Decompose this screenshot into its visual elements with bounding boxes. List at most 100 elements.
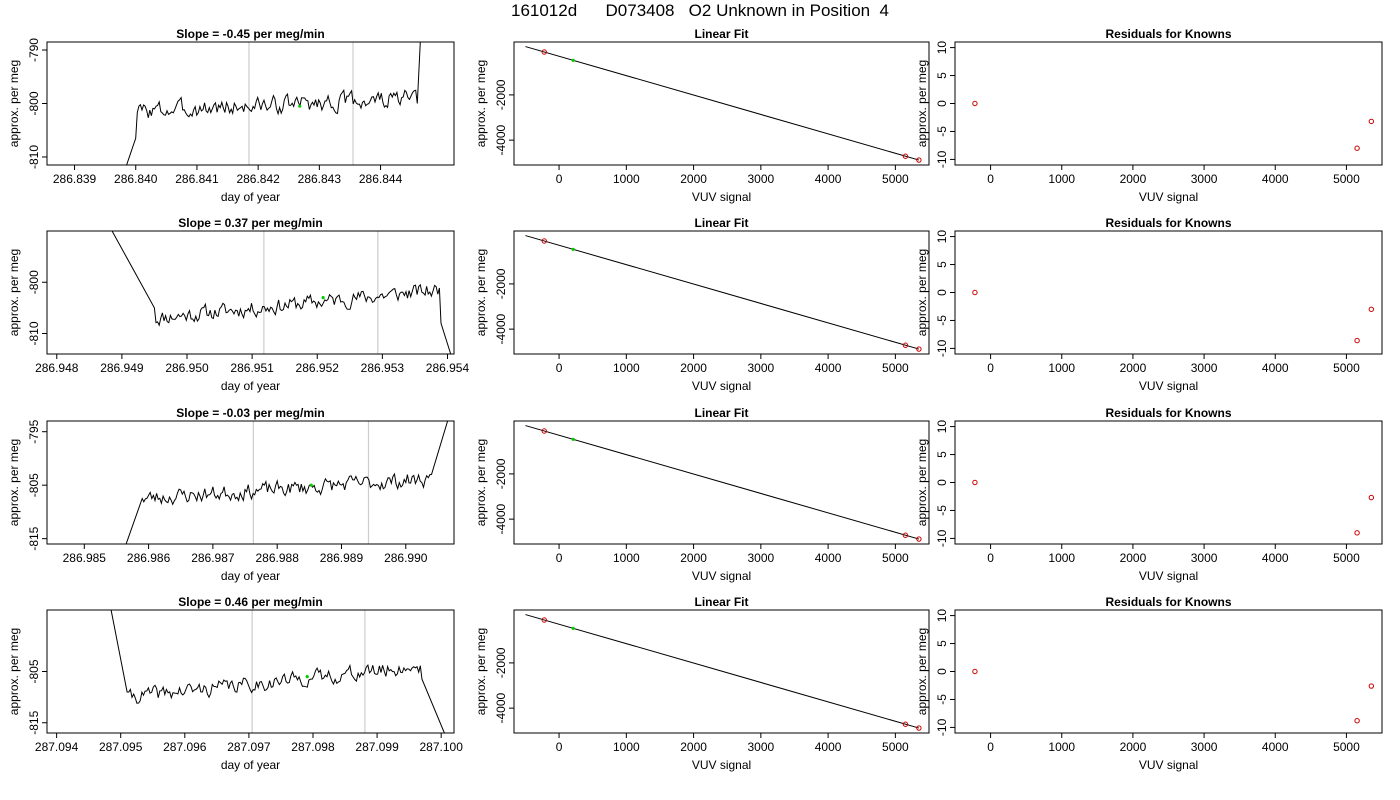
x-tick-label: 0 [987,172,994,186]
known-point [916,536,922,542]
y-tick-label: 5 [935,451,949,458]
y-tick-label: 5 [935,72,949,79]
panel-2-0: Slope = -0.03 per meg/min 286.985 286.986 2… [7,406,455,583]
x-tick-label: 286.954 [426,361,470,375]
x-axis-label: day of year [221,758,280,772]
y-tick-label: 10 [935,41,949,55]
x-axis-label: VUV signal [692,569,751,583]
panel-2-2: Residuals for Knowns 0 1000 2000 3000 4000 500… [915,406,1383,583]
known-point [902,532,909,538]
x-tick-label: 3000 [1191,740,1218,754]
y-tick-label: -815 [27,710,41,734]
x-tick-label: 2000 [1120,361,1147,375]
x-tick-label: 287.100 [419,740,463,754]
plot-frame [513,420,930,545]
x-tick-label: 5000 [1333,172,1360,186]
panel-title: Slope = -0.03 per meg/min [176,406,324,420]
y-axis-label: approx. per meg [7,628,21,715]
known-point [972,668,978,675]
unknown-point [321,296,325,300]
known-point [541,238,547,244]
x-tick-label: 4000 [1262,361,1289,375]
x-tick-label: 1000 [613,172,640,186]
y-axis-label: approx. per meg [474,249,488,336]
panel-title: Linear Fit [694,595,748,609]
y-axis-label: approx. per meg [915,60,929,147]
y-axis-label: approx. per meg [474,439,488,526]
unknown-point [571,58,575,62]
y-tick-label: 10 [935,609,949,623]
x-tick-label: 1000 [1048,172,1075,186]
unknown-point [571,437,575,441]
y-tick-label: -4000 [494,692,508,723]
plot-frame [513,230,930,355]
known-point [1354,530,1360,536]
panel-title: Slope = 0.46 per meg/min [178,595,322,609]
plot-frame [954,41,1383,166]
y-tick-label: -800 [27,270,41,294]
x-tick-label: 2000 [1120,551,1147,565]
y-tick-label: 0 [935,100,949,107]
x-tick-label: 0 [987,551,994,565]
x-tick-label: 2000 [680,740,707,754]
y-tick-label: -5 [935,694,949,705]
panel-1-0: Slope = 0.37 per meg/min 286.948 286.949 28… [7,216,469,393]
y-tick-label: -795 [27,419,41,443]
x-tick-label: 286.843 [298,172,342,186]
y-tick-label: -5 [935,505,949,516]
plot-frame [46,41,455,166]
x-tick-label: 287.098 [291,740,335,754]
y-axis-label: approx. per meg [474,628,488,715]
x-tick-label: 286.987 [191,551,235,565]
panel-title: Residuals for Knowns [1105,595,1231,609]
plot-frame [954,230,1383,355]
x-tick-label: 5000 [1333,551,1360,565]
y-tick-label: 5 [935,640,949,647]
plot-area [525,425,922,542]
known-point [1354,718,1360,724]
y-tick-label: -4000 [494,124,508,155]
x-tick-label: 287.097 [227,740,271,754]
x-tick-label: 286.950 [165,361,209,375]
known-point [902,342,909,348]
panel-1-1: Linear Fit 0 1000 2000 3000 4000 5000 -4000 -200… [474,216,930,393]
plot-area [125,421,449,544]
y-tick-label: -10 [935,529,949,547]
x-tick-label: 286.988 [255,551,299,565]
x-tick-label: 286.953 [361,361,405,375]
y-tick-label: -5 [935,126,949,137]
panel-title: Residuals for Knowns [1105,406,1231,420]
x-tick-label: 286.985 [63,551,107,565]
y-tick-label: -10 [935,150,949,168]
known-point [916,725,922,731]
y-tick-label: -10 [935,718,949,736]
y-tick-label: -2000 [494,268,508,299]
y-tick-label: -2000 [494,458,508,489]
x-tick-label: 4000 [815,361,842,375]
x-tick-label: 4000 [815,172,842,186]
x-tick-label: 0 [556,740,563,754]
panel-3-0: Slope = 0.46 per meg/min 287.094 287.095 28… [7,595,463,772]
known-point [1368,683,1375,689]
x-axis-label: VUV signal [692,758,751,772]
x-tick-label: 5000 [1333,740,1360,754]
plot-area [972,479,1375,536]
plot-frame [513,609,930,734]
plot-area [972,289,1375,344]
x-tick-label: 286.952 [296,361,340,375]
x-axis-label: VUV signal [1139,379,1198,393]
known-point [972,479,978,486]
x-tick-label: 1000 [613,551,640,565]
y-tick-label: 0 [935,289,949,296]
known-point [541,49,547,55]
plot-frame [46,230,455,355]
x-tick-label: 3000 [1191,551,1218,565]
plot-area [525,46,922,163]
known-point [916,157,922,163]
x-tick-label: 3000 [747,740,774,754]
x-tick-label: 4000 [815,740,842,754]
y-tick-label: -2000 [494,647,508,678]
y-tick-label: -10 [935,339,949,357]
x-tick-label: 5000 [882,172,909,186]
plot-area [525,614,922,731]
